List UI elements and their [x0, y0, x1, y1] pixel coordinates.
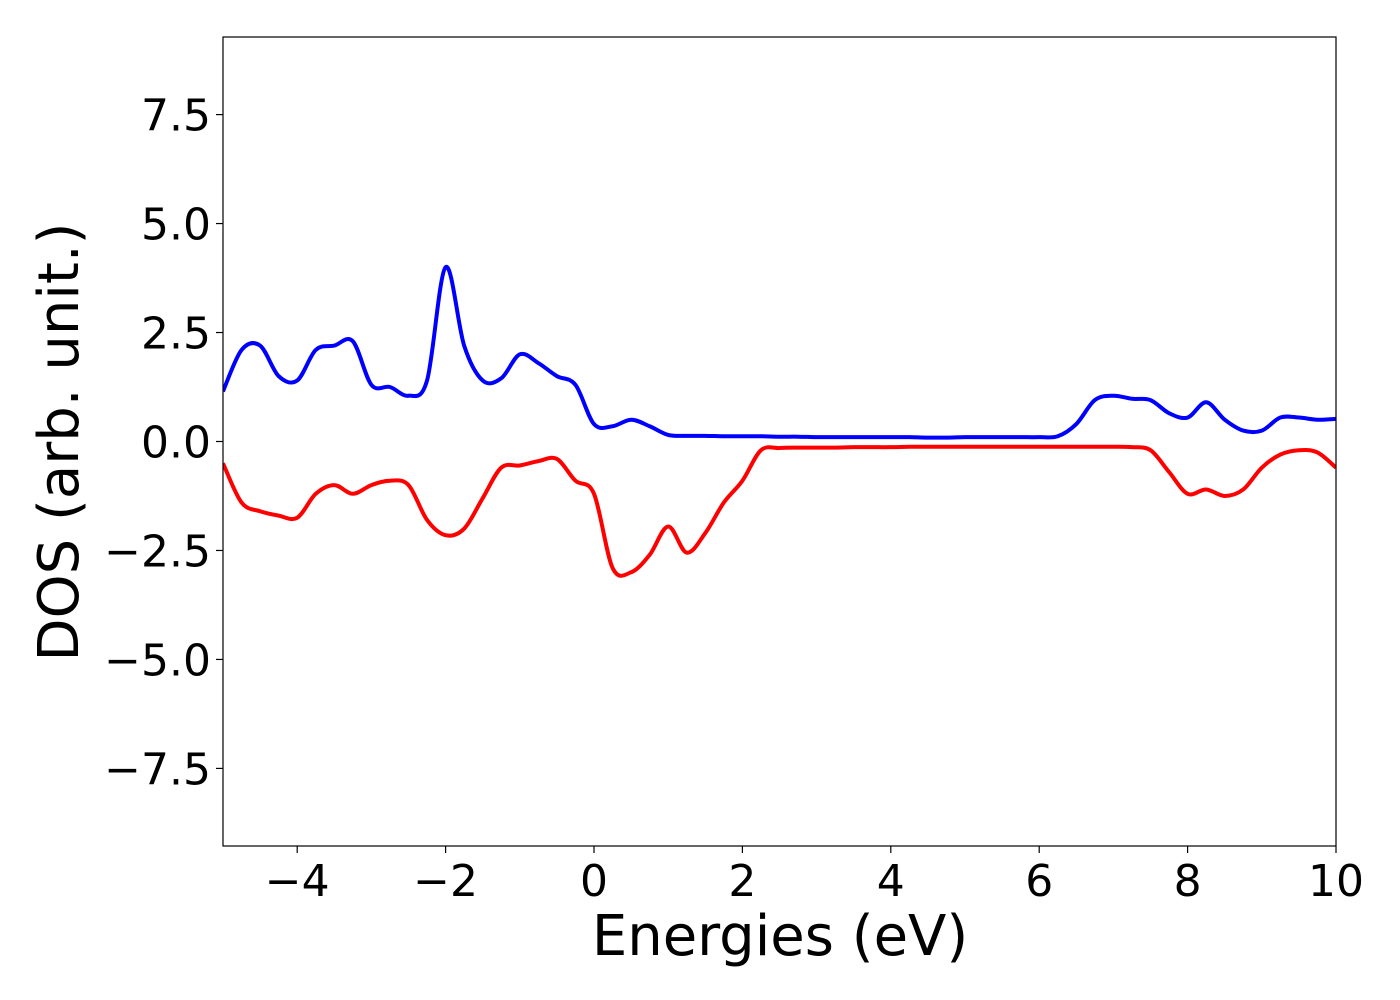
y-axis-label: DOS (arb. unit.)	[27, 222, 92, 661]
y-tick-label: −2.5	[104, 526, 211, 577]
y-tick-label: −5.0	[104, 635, 211, 686]
x-tick-label: 8	[1174, 856, 1202, 907]
y-tick-label: 2.5	[141, 309, 211, 360]
x-tick-label: −2	[413, 856, 478, 907]
plot-lines	[223, 265, 1336, 578]
x-axis-label: Energies (eV)	[592, 904, 968, 969]
x-tick-label: 2	[728, 856, 756, 907]
dos-line	[223, 444, 1336, 578]
y-tick-label: 7.5	[141, 91, 211, 142]
y-tick-label: 5.0	[141, 200, 211, 251]
x-tick-label: 4	[877, 856, 905, 907]
x-tick-label: 0	[580, 856, 608, 907]
plot-frame	[222, 36, 1337, 847]
x-tick-label: 6	[1025, 856, 1053, 907]
y-tick-label: 0.0	[141, 418, 211, 469]
dos-line	[223, 265, 1336, 440]
x-tick-label: −4	[265, 856, 330, 907]
x-tick-label: 10	[1308, 856, 1364, 907]
y-tick-label: −7.5	[104, 744, 211, 795]
